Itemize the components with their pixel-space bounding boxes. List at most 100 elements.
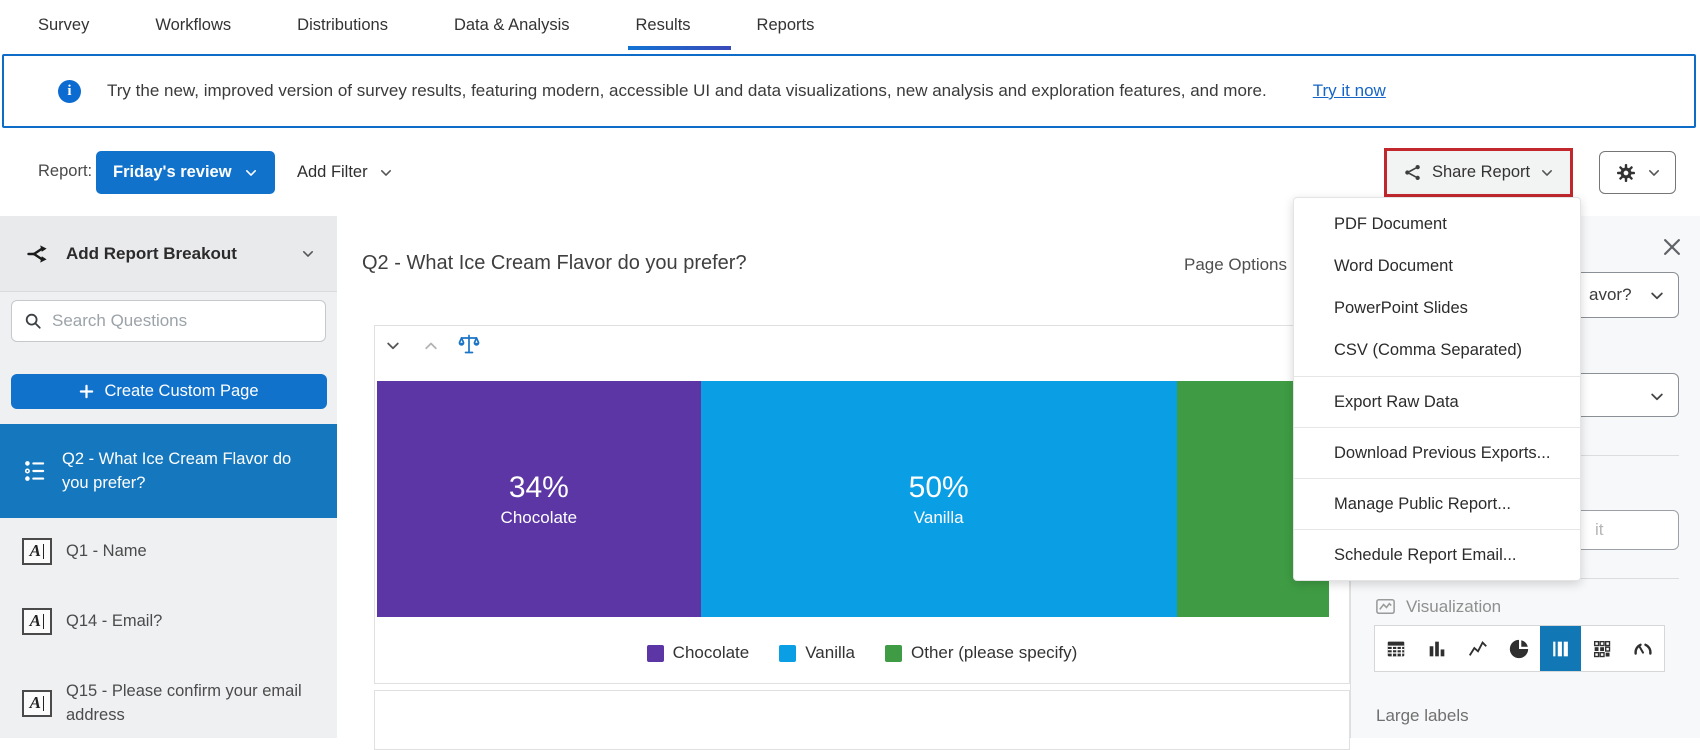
chart-widget: 34% Chocolate 50% Vanilla Chocolate Vanilla O… (374, 325, 1350, 684)
segment-value-label: 34% (508, 470, 569, 504)
sidebar: Add Report Breakout Create Custom Page Q… (0, 216, 337, 738)
tab-workflows[interactable]: Workflows (155, 15, 232, 34)
create-custom-page-button[interactable]: Create Custom Page (11, 374, 327, 409)
large-labels-label: Large labels (1376, 706, 1469, 725)
report-settings-button[interactable] (1599, 151, 1676, 194)
create-page-label: Create Custom Page (104, 382, 259, 400)
try-it-now-link[interactable]: Try it now (1312, 81, 1386, 100)
chevron-down-icon (1649, 288, 1665, 304)
segment-value-label: 50% (908, 470, 969, 504)
text-entry-icon: A (22, 537, 52, 565)
menu-divider (1294, 478, 1580, 479)
stacked-bar-chart: 34% Chocolate 50% Vanilla (377, 381, 1329, 617)
segment-name-label: Chocolate (500, 507, 578, 527)
menu-item-manage-public-report[interactable]: Manage Public Report... (1334, 494, 1512, 513)
stacked-bar-icon[interactable] (1540, 626, 1582, 671)
banner-message: Try the new, improved version of survey … (107, 81, 1267, 100)
chevron-down-icon (244, 166, 258, 180)
bar-chart-icon[interactable] (1416, 626, 1457, 671)
top-nav: Survey Workflows Distributions Data & Analy… (0, 0, 1700, 50)
chevron-down-icon (379, 166, 393, 180)
report-selector-button[interactable]: Friday's review (96, 151, 275, 194)
pie-chart-icon[interactable] (1499, 626, 1540, 671)
image-chart-icon (1374, 595, 1397, 618)
menu-item-powerpoint-slides[interactable]: PowerPoint Slides (1334, 298, 1468, 317)
page-options-button[interactable]: Page Options (1184, 255, 1288, 274)
share-report-button[interactable]: Share Report (1387, 151, 1571, 194)
menu-item-csv-comma-separated[interactable]: CSV (Comma Separated) (1334, 340, 1522, 359)
menu-item-schedule-report-email[interactable]: Schedule Report Email... (1334, 545, 1517, 564)
menu-group: Export Raw Data (1294, 377, 1580, 427)
tab-distributions[interactable]: Distributions (297, 15, 388, 34)
chevron-up-icon[interactable] (423, 338, 439, 354)
sidebar-item-label: Q1 - Name (66, 542, 147, 560)
menu-divider (1294, 427, 1580, 428)
sidebar-item-label: Q15 - Please confirm your email address (66, 682, 302, 724)
chevron-down-icon (1649, 389, 1665, 405)
report-name: Friday's review (113, 163, 232, 181)
menu-divider (1294, 376, 1580, 377)
text-entry-icon: A (22, 689, 52, 717)
visualization-picker (1374, 625, 1665, 672)
breakout-label: Add Report Breakout (66, 243, 237, 263)
multiple-choice-icon (22, 458, 48, 484)
balance-scales-icon[interactable] (457, 332, 481, 356)
sidebar-item-q14[interactable]: A Q14 - Email? (0, 597, 337, 645)
panel-text-field-value: it (1595, 520, 1604, 539)
chevron-down-icon (1647, 166, 1661, 180)
chart-legend: Chocolate Vanilla Other (please specify) (375, 643, 1349, 663)
tab-data-analysis[interactable]: Data & Analysis (453, 15, 570, 34)
legend-item-vanilla: Vanilla (779, 643, 855, 663)
menu-group: Manage Public Report... (1294, 479, 1580, 529)
legend-swatch (646, 644, 664, 662)
sidebar-item-label: Q14 - Email? (66, 612, 163, 630)
sidebar-item-q2[interactable]: Q2 - What Ice Cream Flavor do you prefer… (0, 424, 337, 518)
legend-item-chocolate: Chocolate (646, 643, 750, 663)
menu-divider (1294, 529, 1580, 530)
add-filter-button[interactable]: Add Filter (297, 151, 393, 194)
gear-icon (1615, 162, 1637, 184)
legend-label: Chocolate (672, 643, 750, 662)
close-icon[interactable] (1661, 236, 1683, 258)
line-chart-icon[interactable] (1458, 626, 1499, 671)
chevron-down-icon (1540, 166, 1554, 180)
sidebar-item-q1[interactable]: A Q1 - Name (0, 527, 337, 575)
annotation-highlight: Share Report (1384, 148, 1574, 197)
legend-label: Vanilla (805, 643, 856, 662)
results-grid-icon[interactable] (1581, 626, 1622, 671)
page-title: Q2 - What Ice Cream Flavor do you prefer… (362, 252, 747, 274)
add-report-breakout[interactable]: Add Report Breakout (0, 216, 337, 292)
share-report-label: Share Report (1432, 163, 1531, 181)
menu-item-pdf-document[interactable]: PDF Document (1334, 214, 1447, 233)
menu-group: Download Previous Exports... (1294, 428, 1580, 478)
sidebar-item-label: Q2 - What Ice Cream Flavor do you prefer… (62, 450, 292, 492)
legend-swatch (779, 644, 797, 662)
search-questions-input[interactable] (52, 311, 313, 331)
chart-segment-chocolate: 34% Chocolate (377, 381, 701, 617)
next-widget-partial (374, 690, 1350, 750)
tab-survey[interactable]: Survey (38, 15, 90, 34)
gauge-icon[interactable] (1623, 626, 1664, 671)
info-banner: i Try the new, improved version of surve… (2, 54, 1696, 128)
share-icon (1403, 163, 1422, 182)
legend-swatch (885, 644, 903, 662)
info-icon: i (58, 79, 81, 103)
report-label: Report: (38, 162, 93, 180)
menu-item-download-previous-exports[interactable]: Download Previous Exports... (1334, 443, 1551, 462)
sidebar-item-q15[interactable]: A Q15 - Please confirm your email address (0, 667, 337, 739)
chevron-down-icon[interactable] (385, 338, 401, 354)
tab-reports[interactable]: Reports (756, 15, 815, 34)
data-table-icon[interactable] (1375, 626, 1416, 671)
chart-segment-vanilla: 50% Vanilla (700, 381, 1177, 617)
chevron-down-icon (301, 247, 315, 261)
menu-group: PDF Document Word Document PowerPoint Slid… (1294, 198, 1580, 376)
tab-results[interactable]: Results (627, 0, 731, 50)
legend-item-other-please-specify: Other (please specify) (885, 643, 1077, 663)
search-questions-box (11, 300, 326, 342)
menu-item-export-raw-data[interactable]: Export Raw Data (1334, 392, 1459, 411)
question-source-value: avor? (1589, 285, 1632, 304)
main-content: Q2 - What Ice Cream Flavor do you prefer… (337, 216, 1350, 750)
segment-name-label: Vanilla (913, 507, 964, 527)
menu-group: Schedule Report Email... (1294, 530, 1580, 580)
menu-item-word-document[interactable]: Word Document (1334, 256, 1453, 275)
